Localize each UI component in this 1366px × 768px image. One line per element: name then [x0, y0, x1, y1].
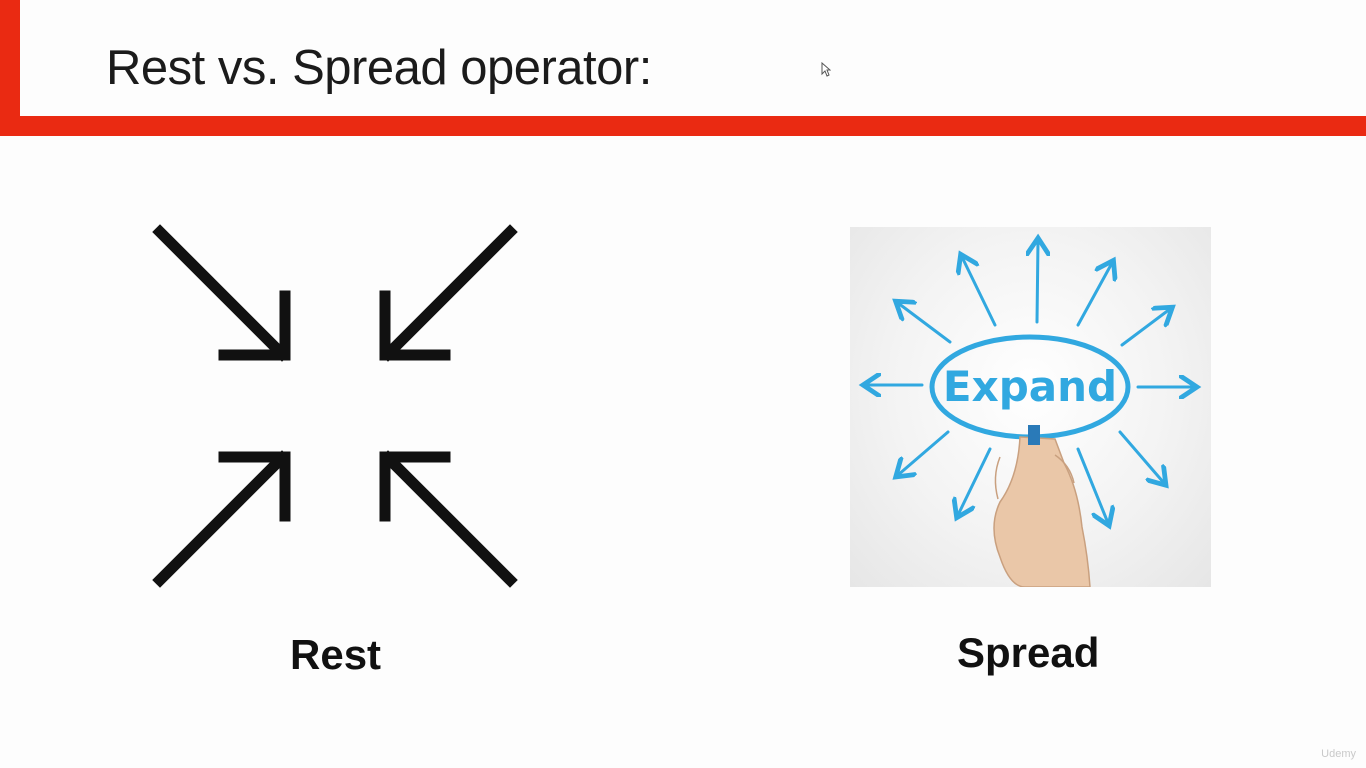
- ray-right-up: [1120, 309, 1170, 347]
- hand-drawing: [993, 436, 1091, 587]
- ray-down-right: [1076, 447, 1108, 523]
- ray-up: [1037, 241, 1038, 324]
- ray-left-up: [898, 303, 952, 344]
- left-accent-bar: [0, 0, 20, 116]
- ray-right-down: [1118, 430, 1164, 483]
- expand-hand-drawing-image: Expand: [850, 227, 1211, 587]
- udemy-watermark: Udemy: [1321, 748, 1356, 760]
- spread-caption: Spread: [957, 629, 1100, 676]
- compress-arrows-icon: [152, 224, 518, 588]
- ray-up-left: [962, 257, 997, 327]
- arrow-bottom-right-head: [379, 451, 451, 522]
- arrow-top-left-head: [218, 290, 291, 361]
- marker-pen: [1028, 425, 1040, 445]
- rest-caption: Rest: [290, 631, 382, 678]
- arrow-bottom-left: [152, 450, 290, 588]
- ray-left-down: [898, 430, 950, 475]
- expand-label: Expand: [943, 362, 1117, 411]
- ray-up-right: [1076, 263, 1112, 327]
- arrow-top-right: [380, 224, 518, 362]
- mouse-cursor-icon: [821, 62, 831, 77]
- slide-title: Rest vs. Spread operator:: [106, 41, 652, 95]
- ray-down-left: [958, 447, 992, 515]
- title-underline-bar: [0, 116, 1366, 136]
- arrow-bottom-right: [380, 450, 518, 588]
- arrow-bottom-left-head: [218, 451, 291, 522]
- arrow-top-right-head: [379, 290, 451, 361]
- arrow-top-left: [152, 224, 290, 362]
